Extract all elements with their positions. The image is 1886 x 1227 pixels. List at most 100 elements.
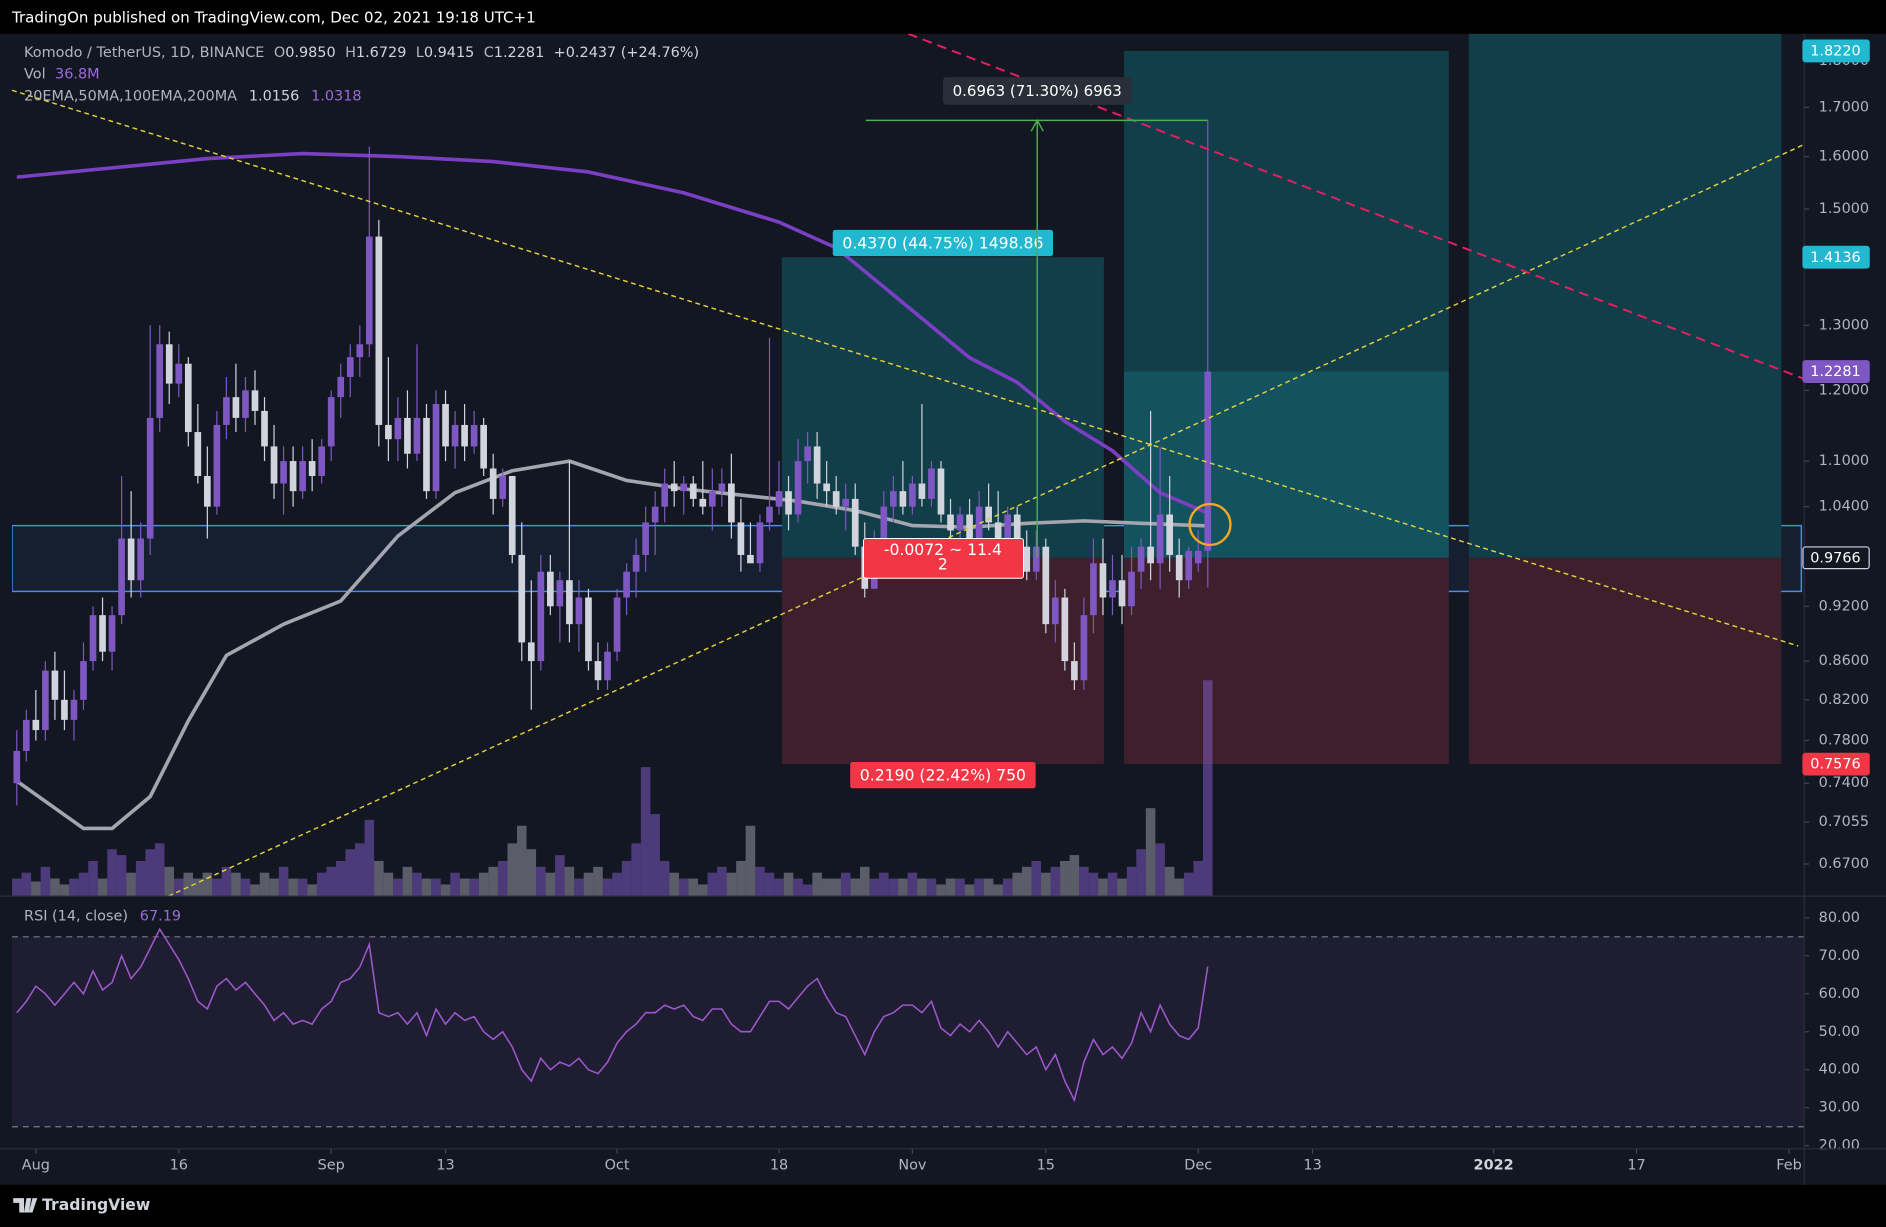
volume-bar: [1107, 872, 1118, 897]
volume: [12, 680, 1213, 897]
volume-bar: [1193, 860, 1204, 897]
candle-body: [880, 506, 888, 539]
candle-body: [108, 615, 116, 652]
price-tag-label: 1.4136: [1810, 250, 1860, 266]
price-tag-label: 0.9766: [1810, 550, 1860, 566]
candle-body: [718, 483, 726, 492]
price-tag: [1802, 546, 1870, 570]
rsi-tick-label: 20.00: [1819, 1138, 1860, 1154]
candle-body: [213, 424, 221, 507]
y-tick-label: 0.7055: [1819, 814, 1869, 830]
candle-body: [537, 571, 545, 662]
y-tick-label: 1.0400: [1819, 499, 1869, 515]
candle-body: [1147, 546, 1154, 564]
candle-body: [318, 446, 326, 476]
candle-body: [756, 522, 764, 564]
volume-bar: [297, 878, 308, 897]
candle-body: [1042, 546, 1050, 625]
indicator-value: 1.0318: [311, 88, 361, 104]
legend-line: Komodo / TetherUS, 1D, BINANCE O0.9850 H…: [24, 45, 699, 61]
volume-bar: [231, 872, 241, 897]
candle-body: [527, 642, 535, 662]
volume-bar: [40, 866, 51, 897]
candle-body: [89, 615, 97, 662]
price-tag: [1802, 752, 1870, 776]
volume-bar: [1155, 843, 1165, 897]
volume-bar: [31, 881, 41, 897]
candle-body: [890, 491, 897, 507]
price-tag-label: 0.7576: [1810, 757, 1860, 773]
volume-bar: [678, 878, 689, 897]
position-stop: [1468, 557, 1782, 765]
footer-bar: [0, 1184, 1886, 1227]
volume-bar: [240, 878, 251, 897]
x-tick-label: 15: [1037, 1158, 1055, 1174]
x-tick-label: Nov: [898, 1158, 927, 1174]
volume-bar: [21, 872, 32, 897]
candle-body: [223, 397, 230, 425]
volume-bar: [1203, 680, 1213, 897]
price-tag: [1802, 245, 1870, 269]
candle-body: [1061, 597, 1069, 662]
candle-body: [1032, 546, 1040, 572]
volume-bar: [507, 843, 518, 897]
candle-body: [1204, 371, 1212, 551]
volume-bar: [1050, 866, 1061, 897]
volume-bar: [526, 849, 537, 897]
volume-bar: [688, 878, 699, 897]
volume-bar: [69, 878, 79, 897]
candle-body: [137, 538, 144, 581]
volume-bar: [593, 866, 603, 897]
candle-body: [499, 475, 507, 499]
volume-bar: [1079, 866, 1089, 897]
volume-bar: [1012, 872, 1022, 897]
candle-body: [547, 571, 554, 607]
candle-body: [518, 554, 526, 643]
stop-label: 0.2190 (22.42%) 750: [860, 766, 1026, 785]
candle-body: [204, 475, 211, 507]
volume-bar: [164, 866, 175, 897]
volume-bar: [1164, 866, 1175, 897]
volume-bar: [221, 866, 232, 897]
volume-bar: [307, 884, 317, 897]
volume-bar: [383, 872, 394, 897]
candle-body: [651, 506, 659, 523]
candle-body: [1004, 514, 1012, 539]
volume-label: Vol: [24, 67, 46, 83]
x-tick-label: Aug: [22, 1158, 50, 1174]
candle-body: [737, 522, 745, 555]
rsi-tick-label: 30.00: [1819, 1100, 1860, 1116]
candle-body: [1090, 563, 1097, 616]
volume-legend: Vol 36.8M: [24, 67, 100, 83]
volume-bar: [1031, 860, 1042, 897]
volume-bar: [50, 878, 60, 897]
volume-bar: [602, 878, 613, 897]
volume-bar: [459, 878, 470, 897]
candle-body: [604, 651, 611, 681]
indicator-label: 20EMA,50MA,100EMA,200MA: [24, 88, 237, 104]
x-tick-label: Dec: [1184, 1158, 1212, 1174]
legend-key: L: [416, 45, 424, 61]
x-tick-label: 13: [1303, 1158, 1321, 1174]
volume-bar: [212, 878, 222, 897]
candle-body: [670, 483, 678, 492]
candle-body: [1175, 554, 1183, 581]
volume-bar: [640, 767, 651, 897]
candle-body: [461, 424, 468, 447]
candle-body: [766, 506, 773, 523]
candle-body: [1156, 514, 1164, 564]
rsi-value: 67.19: [140, 909, 181, 925]
volume-bar: [869, 878, 880, 897]
candle-body: [184, 363, 192, 433]
candle-body: [1071, 661, 1078, 681]
candle-body: [680, 483, 688, 492]
volume-bar: [964, 884, 975, 897]
candle-body: [613, 597, 621, 652]
volume-bar: [1041, 872, 1051, 897]
volume-bar: [116, 855, 127, 897]
rsi-band: [12, 936, 1805, 1127]
candle-body: [1051, 597, 1059, 625]
price-tag-label: 1.2281: [1810, 364, 1860, 380]
candle-body: [985, 506, 992, 523]
